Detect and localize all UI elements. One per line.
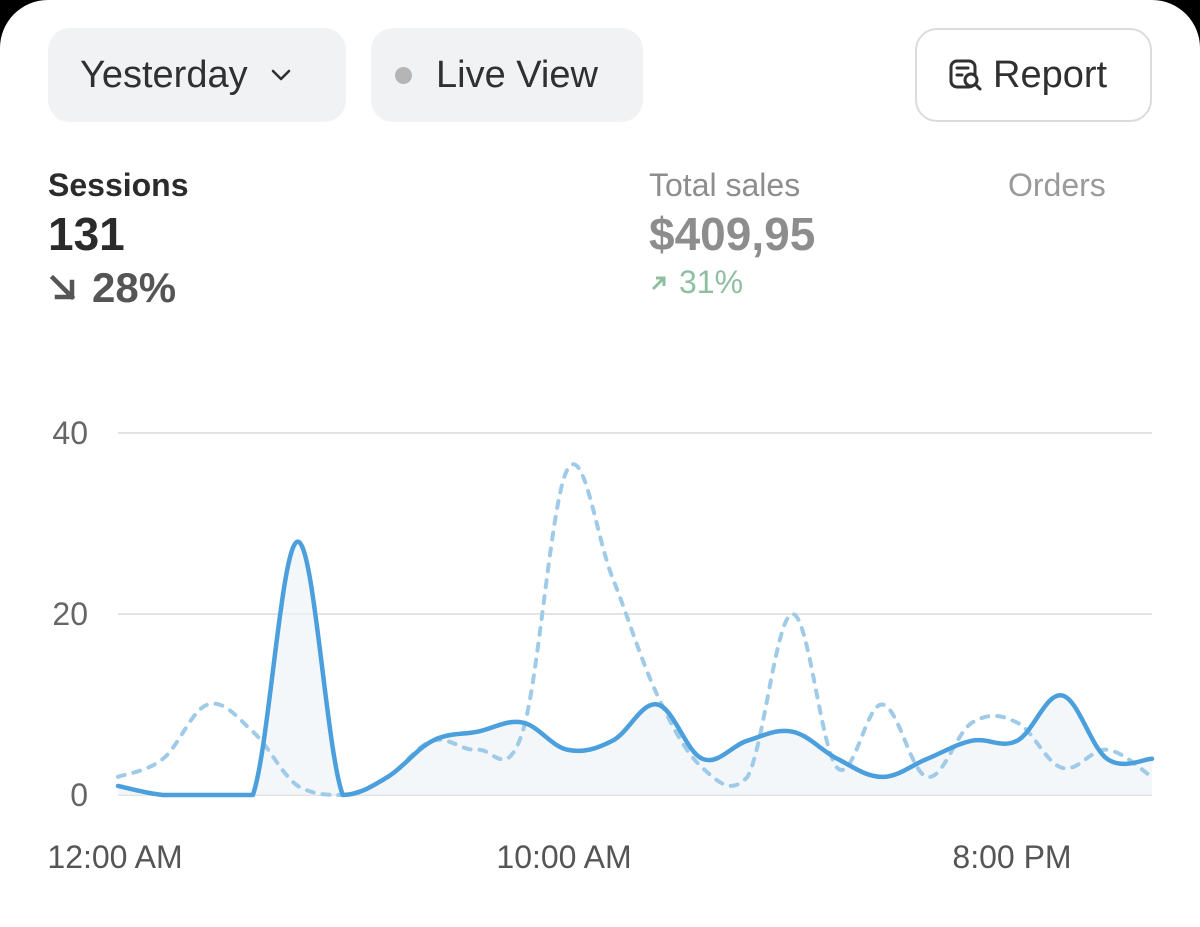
orders-metric[interactable]: Orders <box>1008 166 1106 204</box>
chevron-down-icon <box>271 69 290 81</box>
live-view-label: Live View <box>436 53 598 96</box>
date-range-label: Yesterday <box>80 53 248 96</box>
total-sales-value: $409,95 <box>649 208 816 260</box>
sessions-metric[interactable]: Sessions 131 28% <box>48 166 189 312</box>
total-sales-label: Total sales <box>649 167 801 203</box>
arrow-up-right-icon <box>651 276 666 290</box>
live-view-button[interactable]: Live View <box>371 28 643 122</box>
total-sales-metric[interactable]: Total sales $409,95 31% <box>649 166 815 301</box>
x-tick-label: 10:00 AM <box>496 839 631 875</box>
total-sales-delta: 31% <box>649 264 815 301</box>
y-tick-label: 0 <box>70 777 88 813</box>
y-tick-label: 20 <box>52 596 88 632</box>
report-button[interactable]: Report <box>915 28 1152 122</box>
live-status-dot-icon <box>395 66 412 84</box>
sessions-delta-value: 28% <box>92 264 177 311</box>
sessions-label: Sessions <box>48 167 189 203</box>
sessions-chart: 0 20 40 12:00 AM 10:00 AM 8:00 PM <box>47 415 1155 875</box>
report-label: Report <box>993 53 1108 96</box>
x-tick-label: 8:00 PM <box>952 839 1071 875</box>
y-tick-label: 40 <box>52 415 88 451</box>
sessions-value: 131 <box>48 208 125 260</box>
series-line-yesterday <box>115 539 1155 798</box>
sessions-delta: 28% <box>48 264 189 312</box>
orders-label: Orders <box>1008 167 1106 203</box>
x-tick-label: 12:00 AM <box>47 839 182 875</box>
primary-area-fill <box>118 541 1152 795</box>
report-search-icon <box>949 59 982 91</box>
arrow-down-right-icon <box>49 274 76 301</box>
total-sales-delta-value: 31% <box>679 264 744 300</box>
date-range-dropdown[interactable]: Yesterday <box>48 28 346 122</box>
